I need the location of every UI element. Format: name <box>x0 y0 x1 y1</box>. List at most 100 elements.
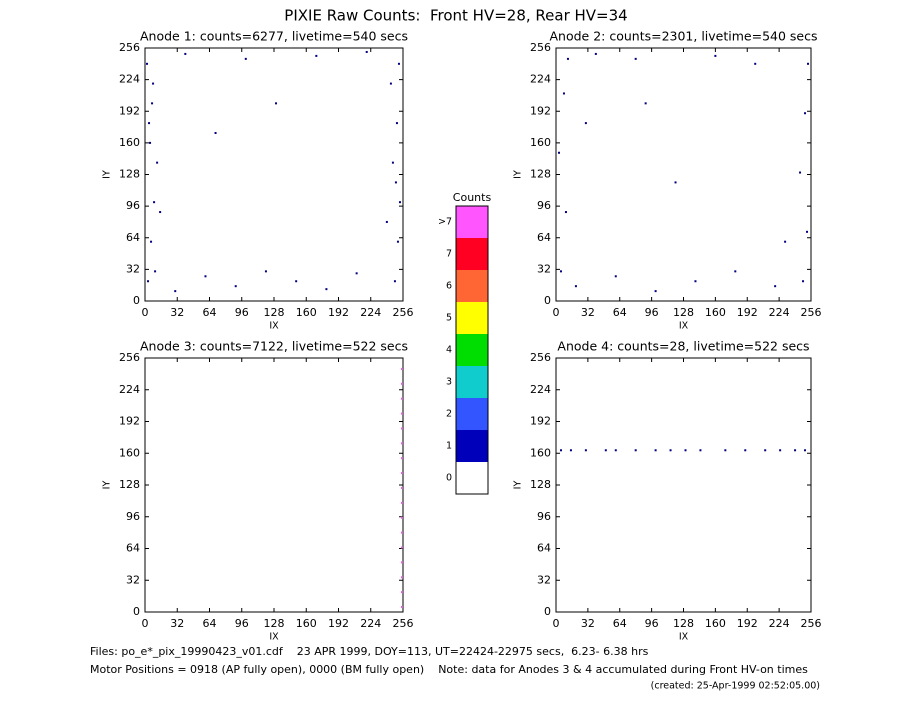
colorbar-label: 4 <box>446 345 452 356</box>
data-point <box>275 102 278 105</box>
plot-frame <box>144 357 404 613</box>
data-point <box>146 62 149 65</box>
data-point <box>724 449 727 452</box>
y-tick-label: 224 <box>119 383 140 396</box>
y-axis-label: IY <box>102 170 113 179</box>
data-point <box>669 449 672 452</box>
data-point <box>584 122 587 125</box>
x-tick-label: 0 <box>553 306 560 319</box>
y-tick-label: 160 <box>530 136 551 149</box>
data-point <box>400 427 403 430</box>
x-tick-label: 160 <box>296 617 317 630</box>
y-tick-label: 256 <box>119 351 140 364</box>
colorbar-label: 0 <box>446 473 452 484</box>
data-point <box>400 531 403 534</box>
x-tick-label: 128 <box>673 617 694 630</box>
colorbar-swatch <box>456 302 488 334</box>
y-tick-label: 0 <box>544 605 551 618</box>
data-point <box>150 240 153 243</box>
data-point <box>400 576 403 579</box>
data-point <box>400 457 403 460</box>
data-point <box>400 442 403 445</box>
y-tick-label: 224 <box>119 73 140 86</box>
data-point <box>794 449 797 452</box>
y-tick-label: 96 <box>126 510 140 523</box>
footer-motor: Motor Positions = 0918 (AP fully open), … <box>90 663 808 676</box>
data-point <box>574 285 577 288</box>
y-axis-label: IY <box>102 481 113 490</box>
data-point <box>159 211 162 214</box>
y-axis-label: IY <box>513 481 524 490</box>
colorbar-label: 2 <box>446 409 452 420</box>
x-tick-label: 128 <box>264 617 285 630</box>
data-point <box>149 141 152 144</box>
data-point <box>234 285 237 288</box>
x-tick-label: 64 <box>203 306 217 319</box>
data-point <box>400 397 403 400</box>
plot-frame <box>555 357 812 613</box>
y-tick-label: 0 <box>133 605 140 618</box>
x-axis-label: IX <box>269 321 279 332</box>
data-point <box>174 290 177 293</box>
x-tick-label: 256 <box>393 306 414 319</box>
data-point <box>744 449 747 452</box>
data-point <box>806 230 809 233</box>
data-point <box>559 270 562 273</box>
data-point <box>365 50 368 53</box>
x-tick-label: 32 <box>170 617 184 630</box>
data-point <box>400 486 403 489</box>
x-tick-label: 224 <box>769 617 790 630</box>
y-tick-label: 192 <box>119 415 140 428</box>
panel-title: Anode 2: counts=2301, livetime=540 secs <box>549 29 817 44</box>
data-point <box>400 412 403 415</box>
y-tick-label: 32 <box>126 573 140 586</box>
colorbar-label: 6 <box>446 281 452 292</box>
y-tick-label: 192 <box>530 415 551 428</box>
x-tick-label: 32 <box>581 306 595 319</box>
colorbar-swatch <box>456 398 488 430</box>
data-point <box>400 516 403 519</box>
x-tick-label: 32 <box>581 617 595 630</box>
footer-files: Files: po_e*_pix_19990423_v01.cdf 23 APR… <box>90 645 649 658</box>
y-tick-label: 256 <box>530 351 551 364</box>
data-point <box>153 201 156 204</box>
x-tick-label: 128 <box>673 306 694 319</box>
data-point <box>398 201 401 204</box>
y-tick-label: 128 <box>530 478 551 491</box>
x-tick-label: 160 <box>705 617 726 630</box>
colorbar-label: >7 <box>438 217 452 228</box>
x-tick-label: 0 <box>142 617 149 630</box>
panel-title: Anode 4: counts=28, livetime=522 secs <box>557 339 809 354</box>
panel-title: Anode 1: counts=6277, livetime=540 secs <box>140 29 408 44</box>
data-point <box>393 280 396 283</box>
y-tick-label: 96 <box>126 199 140 212</box>
colorbar-swatch <box>456 462 488 494</box>
data-point <box>400 561 403 564</box>
data-point <box>694 280 697 283</box>
y-tick-label: 224 <box>530 73 551 86</box>
data-point <box>584 449 587 452</box>
y-tick-label: 64 <box>537 231 551 244</box>
y-axis-label: IY <box>513 170 524 179</box>
data-point <box>614 449 617 452</box>
x-tick-label: 256 <box>801 617 822 630</box>
data-point <box>154 270 157 273</box>
x-tick-label: 192 <box>737 306 758 319</box>
x-tick-label: 96 <box>645 306 659 319</box>
x-tick-label: 0 <box>553 617 560 630</box>
x-tick-label: 96 <box>645 617 659 630</box>
data-point <box>315 54 318 57</box>
data-point <box>244 57 247 60</box>
data-point <box>394 181 397 184</box>
x-tick-label: 64 <box>203 617 217 630</box>
data-point <box>385 220 388 223</box>
data-point <box>156 161 159 164</box>
data-point <box>264 270 267 273</box>
x-axis-label: IX <box>679 321 689 332</box>
data-point <box>397 62 400 65</box>
colorbar-swatch <box>456 366 488 398</box>
y-tick-label: 64 <box>126 542 140 555</box>
data-point <box>654 449 657 452</box>
data-point <box>674 181 677 184</box>
data-point <box>784 240 787 243</box>
